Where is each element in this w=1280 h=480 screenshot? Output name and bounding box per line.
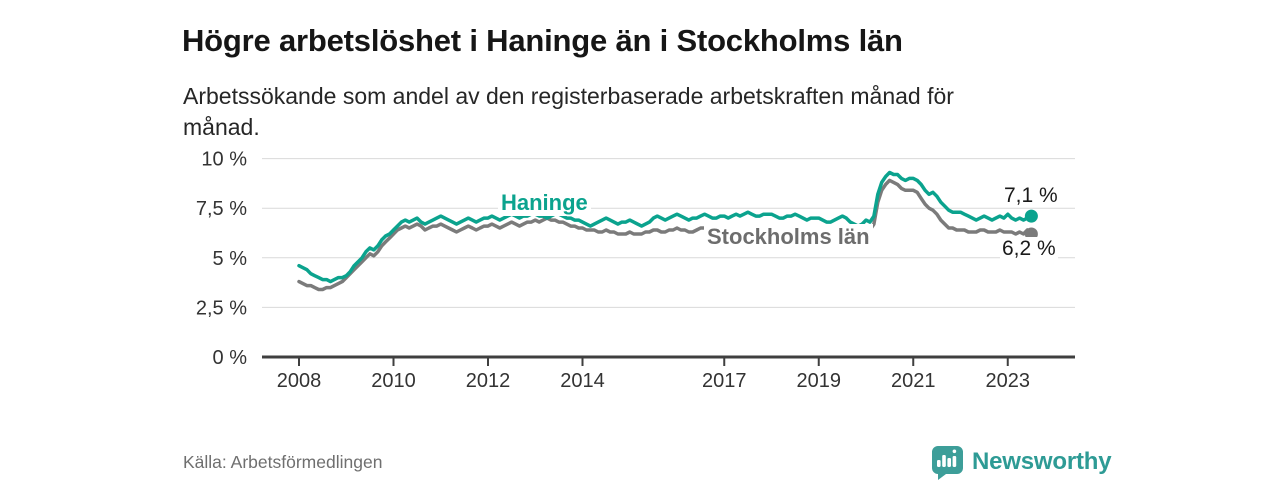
y-axis-tick-label: 10 % — [201, 149, 247, 171]
y-axis-tick-label: 0 % — [213, 347, 248, 369]
x-axis-tick-label: 2021 — [891, 370, 936, 392]
x-axis-tick-label: 2017 — [702, 370, 747, 392]
x-axis-tick-label: 2010 — [371, 370, 416, 392]
x-axis-tick-label: 2023 — [986, 370, 1031, 392]
x-axis-tick-label: 2012 — [466, 370, 511, 392]
chart-title: Högre arbetslöshet i Haninge än i Stockh… — [182, 22, 903, 58]
end-point-dot-haninge — [1024, 209, 1038, 223]
line-series-stockholms-län — [297, 178, 1034, 292]
x-axis-tick-label: 2014 — [560, 370, 605, 392]
x-axis-tick-label: 2019 — [797, 370, 842, 392]
newsworthy-logo[interactable]: Newsworthy — [930, 444, 1112, 480]
y-axis-tick-label: 7,5 % — [196, 198, 247, 220]
newsworthy-logo-icon — [932, 446, 963, 480]
end-value-label-haninge: 7,1 % — [1002, 184, 1060, 207]
chart-area: 0 % 2,5 % 5 % 7,5 % 10 % 2008 2010 2012 2014 2017… — [180, 140, 1090, 400]
series-label-haninge: Haninge — [498, 190, 591, 216]
series-label-stockholms-lan: Stockholms län — [704, 224, 873, 250]
source-caption: Källa: Arbetsförmedlingen — [183, 452, 383, 472]
end-value-label-stockholms-lan: 6,2 % — [1000, 237, 1058, 260]
newsworthy-logo-text: Newsworthy — [972, 448, 1112, 475]
y-axis-tick-label: 5 % — [213, 248, 248, 270]
chart-canvas: 0 % 2,5 % 5 % 7,5 % 10 % 2008 2010 2012 2014 2017… — [196, 149, 1075, 392]
x-axis-tick-label: 2008 — [277, 370, 322, 392]
y-axis-tick-label: 2,5 % — [196, 297, 247, 319]
line-series-haninge — [297, 170, 1034, 284]
chart-subtitle: Arbetssökande som andel av den registerb… — [183, 83, 954, 140]
